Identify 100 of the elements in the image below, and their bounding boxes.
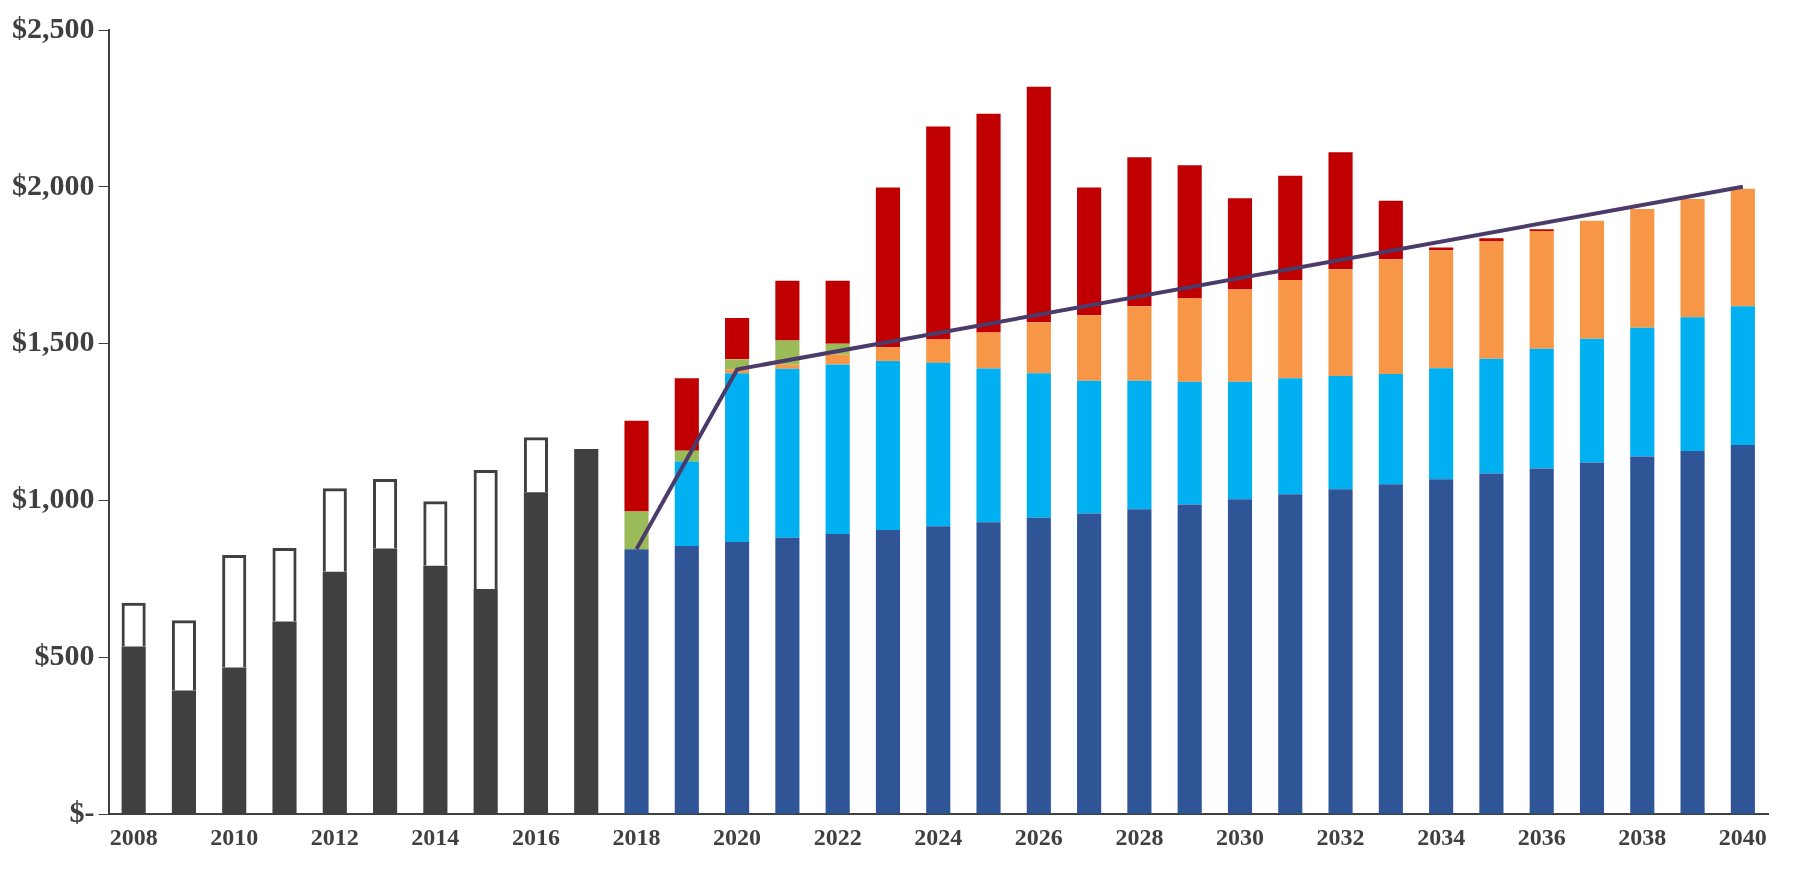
- bar: [674, 461, 699, 546]
- bar: [1026, 373, 1051, 518]
- x-tick-label: 2022: [813, 823, 862, 850]
- bar: [1278, 280, 1303, 379]
- x-tick-label: 2030: [1215, 823, 1264, 850]
- bar: [1378, 374, 1403, 485]
- x-tick-label: 2012: [310, 823, 359, 850]
- bar: [926, 339, 951, 363]
- bar: [1630, 327, 1655, 457]
- bar: [1429, 368, 1454, 480]
- bar: [976, 522, 1001, 814]
- x-tick-label: 2008: [109, 823, 158, 850]
- bar: [1479, 238, 1504, 242]
- bar: [1227, 198, 1253, 290]
- bar: [926, 526, 951, 814]
- bar: [875, 347, 901, 361]
- bar: [875, 360, 901, 531]
- bar: [1529, 468, 1554, 814]
- bar: [1680, 317, 1705, 451]
- bar: [1680, 199, 1705, 318]
- bar: [1378, 484, 1403, 814]
- x-tick-label: 2036: [1517, 823, 1566, 850]
- bar: [1630, 209, 1655, 328]
- bar: [1077, 315, 1102, 381]
- bar: [825, 354, 850, 365]
- x-tick-label: 2040: [1718, 823, 1767, 850]
- bar: [1077, 187, 1102, 316]
- bar: [1026, 86, 1051, 323]
- y-tick-label: $2,000: [12, 167, 95, 201]
- bar: [624, 549, 649, 814]
- y-tick-label: $500: [34, 638, 95, 672]
- bar: [775, 368, 800, 538]
- bar: [1529, 231, 1554, 349]
- bar: [624, 420, 649, 512]
- bar: [976, 368, 1001, 523]
- bar: [1177, 381, 1202, 505]
- bar: [1077, 513, 1102, 814]
- bar: [1227, 289, 1253, 382]
- bar: [825, 364, 850, 535]
- bar: [1227, 381, 1253, 500]
- bar: [1077, 380, 1102, 514]
- bar: [1328, 375, 1353, 490]
- bar: [775, 280, 800, 341]
- bar: [1328, 489, 1353, 814]
- bar: [1680, 450, 1705, 814]
- bar: [775, 364, 800, 369]
- bar: [1026, 322, 1051, 374]
- bar: [1579, 220, 1605, 339]
- x-tick-label: 2024: [914, 823, 963, 850]
- bar: [1177, 297, 1202, 382]
- x-tick-label: 2038: [1618, 823, 1667, 850]
- bar: [1127, 157, 1152, 307]
- bar: [875, 530, 901, 814]
- bar: [926, 362, 951, 527]
- bar: [725, 373, 750, 542]
- bar: [725, 317, 750, 360]
- bar: [1730, 188, 1755, 307]
- bar: [1630, 456, 1655, 814]
- bar: [1127, 509, 1152, 814]
- bar: [825, 280, 850, 344]
- bar: [674, 378, 699, 451]
- x-tick-label: 2020: [713, 823, 762, 850]
- bar: [1177, 165, 1202, 298]
- bar: [926, 126, 951, 340]
- x-tick-label: 2016: [511, 823, 560, 850]
- bar: [1177, 504, 1202, 814]
- bar: [1579, 462, 1605, 814]
- bar: [1479, 473, 1504, 814]
- bar: [1429, 479, 1454, 814]
- y-tick-label: $1,000: [12, 481, 95, 515]
- bar: [1328, 152, 1353, 270]
- bar: [875, 187, 901, 348]
- bar: [775, 537, 800, 814]
- bar: [976, 113, 1001, 333]
- bar: [976, 332, 1001, 369]
- bar: [725, 541, 750, 814]
- bar: [1278, 378, 1303, 495]
- y-tick-label: $-: [69, 794, 95, 828]
- y-tick-label: $1,500: [12, 324, 95, 358]
- x-tick-label: 2010: [210, 823, 259, 850]
- bar: [1328, 269, 1353, 376]
- bar: [1730, 445, 1755, 814]
- x-tick-label: 2034: [1417, 823, 1466, 850]
- bar: [1730, 306, 1755, 445]
- bar: [1378, 259, 1403, 375]
- bar: [1278, 494, 1303, 814]
- bar: [1579, 338, 1605, 463]
- x-tick-label: 2014: [411, 823, 460, 850]
- bar: [1227, 499, 1253, 814]
- bar: [1479, 241, 1504, 359]
- bar: [1529, 348, 1554, 469]
- x-tick-label: 2026: [1014, 823, 1063, 850]
- x-tick-label: 2018: [612, 823, 661, 850]
- bar: [825, 534, 850, 814]
- bar: [1127, 306, 1152, 381]
- bar: [1026, 517, 1051, 814]
- x-tick-label: 2032: [1316, 823, 1365, 850]
- bar: [674, 546, 699, 814]
- x-tick-label: 2028: [1115, 823, 1164, 850]
- bar: [1429, 250, 1454, 369]
